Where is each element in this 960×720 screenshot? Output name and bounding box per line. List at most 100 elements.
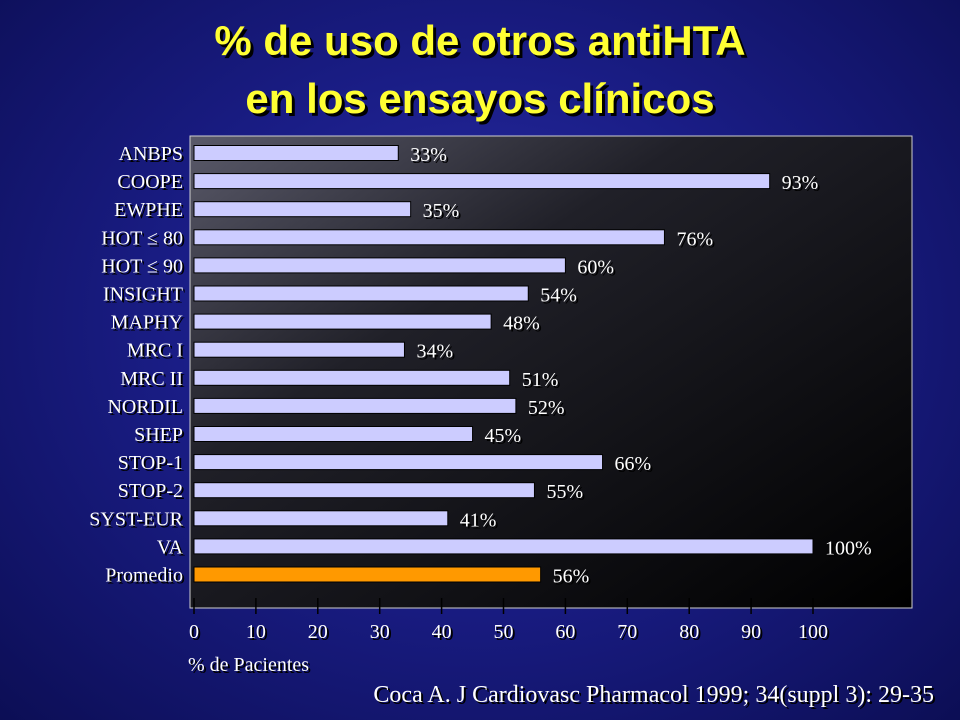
category-label-shadow: EWPHE	[116, 201, 185, 223]
x-tick-label: 80	[679, 621, 699, 643]
category-label-shadow: INSIGHT	[105, 286, 185, 308]
category-label-shadow: MRC II	[122, 370, 185, 392]
bar	[193, 369, 511, 386]
category-label-shadow: SHEP	[136, 426, 185, 448]
value-label: 34%	[416, 341, 453, 363]
x-tick-label: 60	[555, 621, 575, 643]
category-label: NORDIL	[107, 396, 183, 418]
bar-average	[193, 566, 542, 583]
bar	[193, 257, 566, 274]
category-label-shadow: MAPHY	[113, 314, 185, 336]
value-label: 45%	[485, 425, 522, 447]
bar	[193, 397, 517, 414]
bar	[193, 538, 814, 555]
category-label-shadow: COOPE	[119, 173, 185, 195]
value-label: 60%	[577, 256, 614, 278]
x-tick-label-shadow: 80	[681, 623, 701, 645]
category-label-shadow: Promedio	[107, 567, 185, 589]
bar	[193, 145, 399, 161]
value-label: 66%	[615, 453, 652, 475]
x-tick-label-shadow: 50	[496, 623, 516, 645]
chart-title-line-1: % de uso de otros antiHTA	[214, 17, 746, 64]
value-label: 54%	[540, 285, 577, 307]
category-label-shadow: STOP-1	[120, 454, 185, 476]
x-tick-label: 30	[370, 621, 390, 643]
x-tick-label-shadow: 20	[310, 623, 330, 645]
x-tick-label-shadow: 0	[191, 623, 201, 645]
category-label-shadow: STOP-2	[120, 482, 185, 504]
x-tick-label-shadow: 90	[743, 623, 763, 645]
x-tick-label: 50	[494, 621, 514, 643]
category-label-shadow: NORDIL	[109, 398, 185, 420]
value-label: 52%	[528, 397, 565, 419]
category-label: VA	[157, 536, 184, 558]
category-label: ANBPS	[119, 143, 183, 165]
x-tick-label: 90	[741, 621, 761, 643]
value-label-shadow: 56%	[555, 568, 592, 590]
value-label: 76%	[676, 228, 713, 250]
bar	[193, 426, 474, 442]
value-label: 51%	[522, 369, 559, 391]
value-label-shadow: 52%	[530, 399, 567, 421]
value-label-shadow: 45%	[487, 427, 524, 449]
category-label: HOT ≤ 80	[101, 227, 183, 249]
x-tick-label-shadow: 100	[800, 623, 830, 645]
category-label: MAPHY	[111, 312, 183, 334]
category-label: STOP-2	[118, 480, 183, 502]
x-tick-label: 10	[246, 621, 266, 643]
bar	[193, 510, 449, 527]
bar	[193, 229, 665, 246]
bar	[193, 201, 412, 218]
category-label: EWPHE	[114, 199, 183, 221]
bar	[193, 454, 604, 471]
value-label-shadow: 55%	[548, 483, 585, 505]
value-label: 35%	[423, 200, 460, 222]
value-label-shadow: 41%	[462, 511, 499, 533]
x-tick-label: 20	[308, 621, 328, 643]
x-tick-label-shadow: 30	[372, 623, 392, 645]
category-label: MRC I	[127, 340, 183, 362]
value-label-shadow: 34%	[418, 343, 455, 365]
value-label: 100%	[825, 537, 872, 559]
bar	[193, 341, 405, 358]
category-label: COOPE	[117, 171, 183, 193]
value-label: 56%	[553, 566, 590, 588]
bar	[193, 313, 492, 330]
x-axis-title: % de Pacientes	[188, 654, 309, 676]
value-label-shadow: 35%	[425, 202, 462, 224]
value-label-shadow: 33%	[412, 146, 449, 168]
chart-title-line-2: en los ensayos clínicos	[245, 75, 715, 122]
value-label-shadow: 93%	[784, 174, 821, 196]
value-label: 33%	[410, 144, 447, 166]
category-label-shadow: VA	[159, 538, 186, 560]
citation: Coca A. J Cardiovasc Pharmacol 1999; 34(…	[373, 682, 934, 708]
category-label: SYST-EUR	[89, 508, 183, 530]
x-tick-label-shadow: 70	[619, 623, 639, 645]
category-label: INSIGHT	[103, 284, 183, 306]
category-label-shadow: ANBPS	[121, 145, 185, 167]
category-label: MRC II	[120, 368, 183, 390]
category-label-shadow: SYST-EUR	[91, 510, 185, 532]
value-label-shadow: 48%	[505, 315, 542, 337]
x-tick-label-shadow: 60	[557, 623, 577, 645]
category-label-shadow: HOT ≤ 80	[103, 229, 185, 251]
x-tick-label: 100	[798, 621, 828, 643]
category-label: Promedio	[105, 565, 183, 587]
bar	[193, 482, 535, 499]
value-label: 93%	[782, 172, 819, 194]
x-tick-label-shadow: 10	[248, 623, 268, 645]
x-tick-label: 40	[432, 621, 452, 643]
category-label: SHEP	[134, 424, 183, 446]
value-label-shadow: 100%	[827, 539, 874, 561]
value-label-shadow: 51%	[524, 371, 561, 393]
value-label-shadow: 60%	[579, 258, 616, 280]
x-tick-label: 70	[617, 621, 637, 643]
x-tick-label-shadow: 40	[434, 623, 454, 645]
x-tick-label: 0	[189, 621, 199, 643]
value-label-shadow: 76%	[678, 230, 715, 252]
value-label: 55%	[546, 481, 583, 503]
category-label: STOP-1	[118, 452, 183, 474]
category-label-shadow: MRC I	[129, 342, 185, 364]
value-label-shadow: 54%	[542, 287, 579, 309]
